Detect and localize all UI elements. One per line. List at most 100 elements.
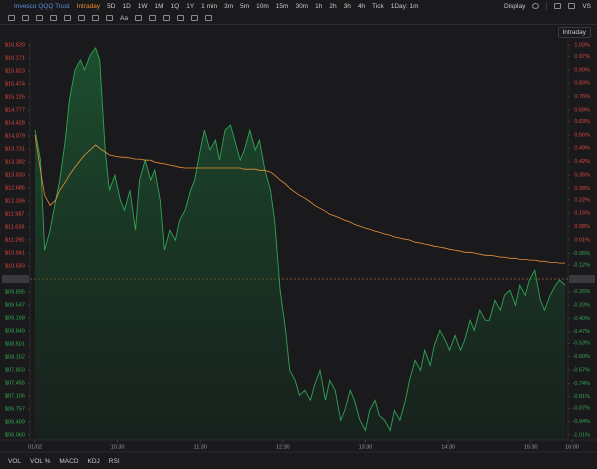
- indicator-list: VOL VOL % MACD KDJ RSI: [8, 458, 120, 465]
- brush-icon[interactable]: [50, 15, 57, 21]
- y-tick-label: $11.987: [5, 211, 24, 217]
- indicator-tab[interactable]: VOL %: [30, 458, 51, 465]
- y-tick-label: $11.639: [5, 224, 24, 230]
- y2-tick-label: -0.33%: [573, 302, 591, 308]
- y-tick-label: $13.731: [5, 146, 25, 152]
- settings-icon[interactable]: [532, 3, 540, 9]
- indicator-tab[interactable]: KDJ: [87, 458, 100, 465]
- line-tool-icon[interactable]: [22, 15, 29, 21]
- y2-tick-label: -0.26%: [573, 289, 591, 295]
- period-button[interactable]: 1h: [315, 2, 323, 10]
- indicator-tab[interactable]: VOL: [8, 458, 22, 465]
- y-tick-label: $08.152: [5, 354, 25, 360]
- period-button[interactable]: 4h: [357, 2, 366, 10]
- chart-mode-select[interactable]: Intraday: [557, 27, 591, 38]
- y-tick-label: $13.382: [5, 159, 25, 165]
- x-tick-label: 13:30: [359, 444, 373, 450]
- y2-tick-label: -0.53%: [573, 341, 591, 347]
- y2-tick-label: 0.08%: [574, 224, 590, 230]
- x-tick-label: 10:30: [111, 444, 125, 450]
- y2-tick-label: 0.56%: [574, 132, 590, 138]
- crosshair-icon[interactable]: [8, 15, 15, 21]
- indicator-tab[interactable]: RSI: [108, 458, 120, 465]
- y-tick-label: $15.125: [5, 94, 25, 100]
- y-tick-label: $15.823: [5, 68, 25, 74]
- separator: [546, 2, 548, 10]
- top-toolbar: Invesco QQQ Trust Intraday 5D 1D 1W 1M 1Q 1Y 1…: [0, 0, 597, 12]
- x-tick-label: 11:30: [194, 444, 207, 450]
- fib-icon[interactable]: [64, 15, 71, 21]
- period-button[interactable]: 1Y: [186, 2, 195, 10]
- y-tick-label: $13.033: [5, 172, 25, 178]
- grid-icon[interactable]: [568, 3, 576, 9]
- y-tick-label: $09.547: [5, 302, 25, 308]
- display-menu[interactable]: Display: [504, 2, 526, 10]
- indicator-tab[interactable]: MACD: [59, 458, 79, 465]
- y2-tick-label: -0.81%: [573, 394, 591, 400]
- y2-tick-label: -0.60%: [573, 354, 591, 360]
- y-tick-label: $14.079: [5, 133, 25, 139]
- magnet-icon[interactable]: [162, 15, 170, 21]
- period-button[interactable]: 30m: [295, 2, 309, 10]
- y2-tick-label: 0.01%: [574, 237, 590, 243]
- period-button[interactable]: 3h: [343, 2, 351, 10]
- pen-icon[interactable]: [106, 15, 113, 21]
- y2-tick-label: -0.47%: [573, 329, 591, 335]
- period-button[interactable]: 15m: [275, 2, 289, 10]
- y-tick-label: $14.428: [5, 120, 25, 126]
- measure-icon[interactable]: [92, 15, 99, 21]
- period-button[interactable]: 1 min: [201, 2, 218, 10]
- compare[interactable]: VS: [582, 2, 591, 10]
- y-tick-label: $09.895: [5, 289, 25, 295]
- y-tick-label: $06.757: [5, 406, 25, 412]
- x-tick-label: 15:30: [524, 444, 538, 450]
- period-button[interactable]: 1W: [137, 2, 148, 10]
- period-button[interactable]: 2h: [329, 2, 337, 10]
- y-tick-label: $16.171: [5, 55, 25, 61]
- y-tick-label: $10.593: [5, 263, 25, 269]
- eye-icon[interactable]: [190, 15, 198, 21]
- average-line: [34, 135, 566, 264]
- period-button[interactable]: 5m: [240, 2, 250, 10]
- symbol[interactable]: Invesco QQQ Trust: [14, 2, 70, 10]
- y2-tick-label: 0.69%: [574, 107, 590, 113]
- period-button[interactable]: 1M: [154, 2, 164, 10]
- camera-icon[interactable]: [554, 3, 562, 9]
- y2-tick-label: 0.28%: [574, 186, 590, 192]
- pattern-icon[interactable]: [78, 15, 85, 21]
- zoom-icon[interactable]: [148, 15, 156, 21]
- y-tick-label: $09.198: [5, 315, 25, 321]
- trash-icon[interactable]: [204, 15, 212, 21]
- y2-tick-label: 0.83%: [574, 81, 590, 87]
- y2-tick-label: 0.49%: [574, 146, 590, 152]
- y-tick-label: $08.501: [5, 341, 25, 347]
- x-tick-label: 12:30: [276, 444, 290, 450]
- y2-tick-label: 0.42%: [574, 159, 590, 165]
- mode[interactable]: Intraday: [76, 2, 101, 10]
- period-button[interactable]: 3m: [224, 2, 234, 10]
- period-button[interactable]: 1Q: [170, 2, 180, 10]
- toolbar-right: Display VS: [504, 2, 591, 10]
- y2-tick-label: 0.22%: [574, 197, 590, 203]
- period-button[interactable]: Tick: [372, 2, 384, 10]
- y2-tick-label: 0.15%: [574, 211, 590, 217]
- interval[interactable]: 1Day: 1m: [390, 2, 419, 10]
- y2-tick-label: -0.06%: [573, 251, 591, 257]
- y2-tick-label: -1.01%: [573, 432, 591, 438]
- x-tick-label: 01/02: [28, 444, 42, 450]
- period-button[interactable]: 1D: [122, 2, 131, 10]
- text-tool[interactable]: Aa: [120, 14, 128, 22]
- y-tick-label: $07.455: [5, 380, 25, 386]
- period-button[interactable]: 10m: [256, 2, 269, 10]
- y2-tick-label: 0.97%: [574, 54, 590, 60]
- lock-icon[interactable]: [176, 15, 184, 21]
- y-tick-label: $14.777: [5, 107, 25, 113]
- period-button[interactable]: 5D: [107, 2, 116, 10]
- shape-tool-icon[interactable]: [36, 15, 43, 21]
- period-list: 5D 1D 1W 1M 1Q 1Y 1 min 3m 5m 10m 15m 30m 1h 2h 3h 4h Ti…: [107, 3, 384, 10]
- eraser-icon[interactable]: [134, 15, 142, 21]
- y2-tick-label: -0.87%: [573, 406, 591, 412]
- y2-tick-label: 0.63%: [574, 119, 590, 125]
